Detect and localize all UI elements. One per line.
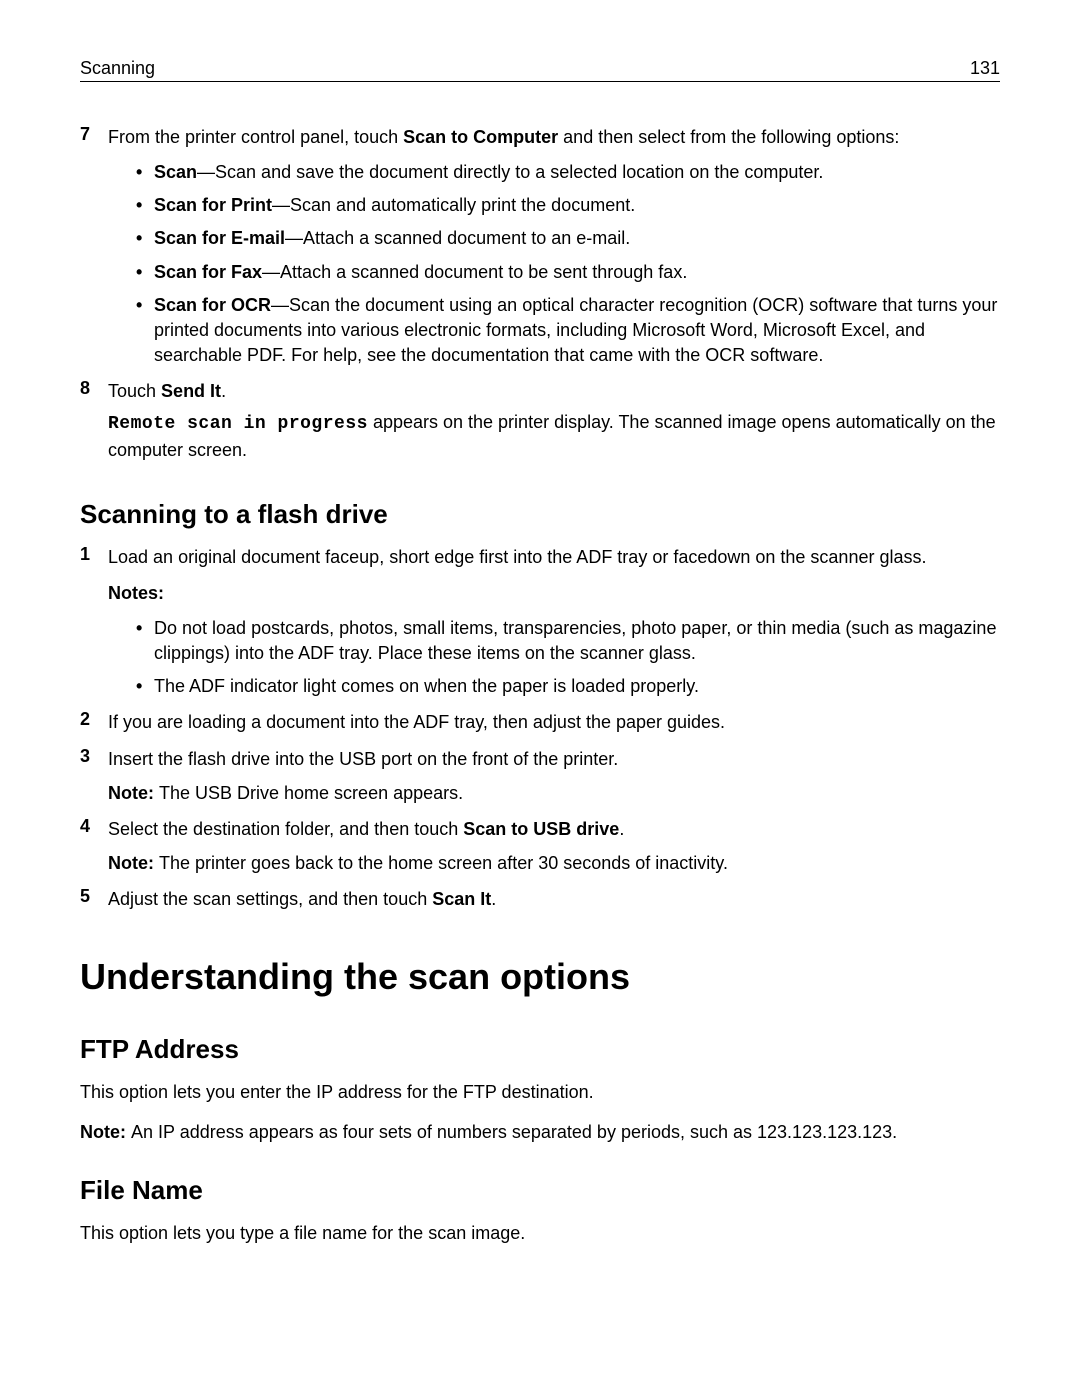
- text: .: [491, 889, 496, 909]
- note-label: Note:: [108, 853, 159, 873]
- page-content: 7 From the printer control panel, touch …: [80, 124, 1000, 1246]
- step-text: Load an original document faceup, short …: [108, 544, 1000, 570]
- text: Touch: [108, 381, 161, 401]
- list-item: Scan for Fax—Attach a scanned document t…: [136, 260, 1000, 285]
- step-text: Insert the flash drive into the USB port…: [108, 746, 1000, 772]
- flash-step-4: 4 Select the destination folder, and the…: [80, 816, 1000, 876]
- flash-step-1: 1 Load an original document faceup, shor…: [80, 544, 1000, 700]
- step-body: From the printer control panel, touch Sc…: [108, 124, 1000, 368]
- step-text: Adjust the scan settings, and then touch…: [108, 886, 1000, 912]
- step-body: Touch Send It. Remote scan in progress a…: [108, 378, 1000, 462]
- list-item: Scan for E‑mail—Attach a scanned documen…: [136, 226, 1000, 251]
- step-note: Note: The printer goes back to the home …: [108, 850, 1000, 876]
- text: .: [221, 381, 226, 401]
- step-number: 4: [80, 816, 90, 837]
- step-line: Touch Send It.: [108, 378, 1000, 404]
- list-item: The ADF indicator light comes on when th…: [136, 674, 1000, 699]
- header-section: Scanning: [80, 58, 155, 79]
- step-number: 1: [80, 544, 90, 565]
- document-page: Scanning 131 7 From the printer control …: [0, 0, 1080, 1320]
- note-label: Note:: [108, 783, 159, 803]
- step-note: Note: The USB Drive home screen appears.: [108, 780, 1000, 806]
- list-item: Scan—Scan and save the document directly…: [136, 160, 1000, 185]
- ftp-paragraph: This option lets you enter the IP addres…: [80, 1079, 1000, 1105]
- option-desc: —Scan and save the document directly to …: [197, 162, 823, 182]
- filename-paragraph: This option lets you type a file name fo…: [80, 1220, 1000, 1246]
- step-text: Select the destination folder, and then …: [108, 816, 1000, 842]
- step-paragraph: Remote scan in progress appears on the p…: [108, 409, 1000, 463]
- option-name: Scan for OCR: [154, 295, 271, 315]
- step-body: Adjust the scan settings, and then touch…: [108, 886, 1000, 912]
- step-body: Load an original document faceup, short …: [108, 544, 1000, 700]
- option-name: Scan for Fax: [154, 262, 262, 282]
- bold-term: Send It: [161, 381, 221, 401]
- text: .: [619, 819, 624, 839]
- note-text: Do not load postcards, photos, small ite…: [154, 618, 996, 663]
- page-header: Scanning 131: [80, 58, 1000, 82]
- flash-step-2: 2 If you are loading a document into the…: [80, 709, 1000, 735]
- ftp-note: Note: An IP address appears as four sets…: [80, 1119, 1000, 1145]
- notes-list: Do not load postcards, photos, small ite…: [108, 616, 1000, 700]
- option-name: Scan for E‑mail: [154, 228, 285, 248]
- option-desc: —Attach a scanned document to be sent th…: [262, 262, 687, 282]
- step-text: If you are loading a document into the A…: [108, 709, 1000, 735]
- notes-block: Notes: Do not load postcards, photos, sm…: [108, 580, 1000, 700]
- header-page-number: 131: [970, 58, 1000, 79]
- step-body: Select the destination folder, and then …: [108, 816, 1000, 876]
- option-desc: —Attach a scanned document to an e‑mail.: [285, 228, 630, 248]
- notes-label: Notes:: [108, 580, 1000, 606]
- step-number: 8: [80, 378, 90, 399]
- bold-term: Scan to Computer: [403, 127, 558, 147]
- list-item: Do not load postcards, photos, small ite…: [136, 616, 1000, 666]
- option-desc: —Scan and automatically print the docume…: [272, 195, 635, 215]
- note-text: The printer goes back to the home screen…: [159, 853, 728, 873]
- step-number: 7: [80, 124, 90, 145]
- subheading-flash-drive: Scanning to a flash drive: [80, 499, 1000, 530]
- option-name: Scan for Print: [154, 195, 272, 215]
- step-body: If you are loading a document into the A…: [108, 709, 1000, 735]
- bold-term: Scan It: [432, 889, 491, 909]
- step-number: 3: [80, 746, 90, 767]
- note-text: The USB Drive home screen appears.: [159, 783, 463, 803]
- step-number: 2: [80, 709, 90, 730]
- text: From the printer control panel, touch: [108, 127, 403, 147]
- text: and then select from the following optio…: [558, 127, 899, 147]
- text: Adjust the scan settings, and then touch: [108, 889, 432, 909]
- list-item: Scan for Print—Scan and automatically pr…: [136, 193, 1000, 218]
- note-label: Note:: [80, 1122, 131, 1142]
- step-intro: From the printer control panel, touch Sc…: [108, 124, 1000, 150]
- text: Select the destination folder, and then …: [108, 819, 463, 839]
- main-heading: Understanding the scan options: [80, 956, 1000, 998]
- options-list: Scan—Scan and save the document directly…: [108, 160, 1000, 368]
- option-desc: —Scan the document using an optical char…: [154, 295, 997, 365]
- note-text: The ADF indicator light comes on when th…: [154, 676, 699, 696]
- mono-text: Remote scan in progress: [108, 414, 368, 434]
- step-number: 5: [80, 886, 90, 907]
- note-text: An IP address appears as four sets of nu…: [131, 1122, 897, 1142]
- flash-step-5: 5 Adjust the scan settings, and then tou…: [80, 886, 1000, 912]
- option-name: Scan: [154, 162, 197, 182]
- step-body: Insert the flash drive into the USB port…: [108, 746, 1000, 806]
- subheading-filename: File Name: [80, 1175, 1000, 1206]
- flash-step-3: 3 Insert the flash drive into the USB po…: [80, 746, 1000, 806]
- step-8: 8 Touch Send It. Remote scan in progress…: [80, 378, 1000, 462]
- bold-term: Scan to USB drive: [463, 819, 619, 839]
- list-item: Scan for OCR—Scan the document using an …: [136, 293, 1000, 369]
- step-7: 7 From the printer control panel, touch …: [80, 124, 1000, 368]
- subheading-ftp: FTP Address: [80, 1034, 1000, 1065]
